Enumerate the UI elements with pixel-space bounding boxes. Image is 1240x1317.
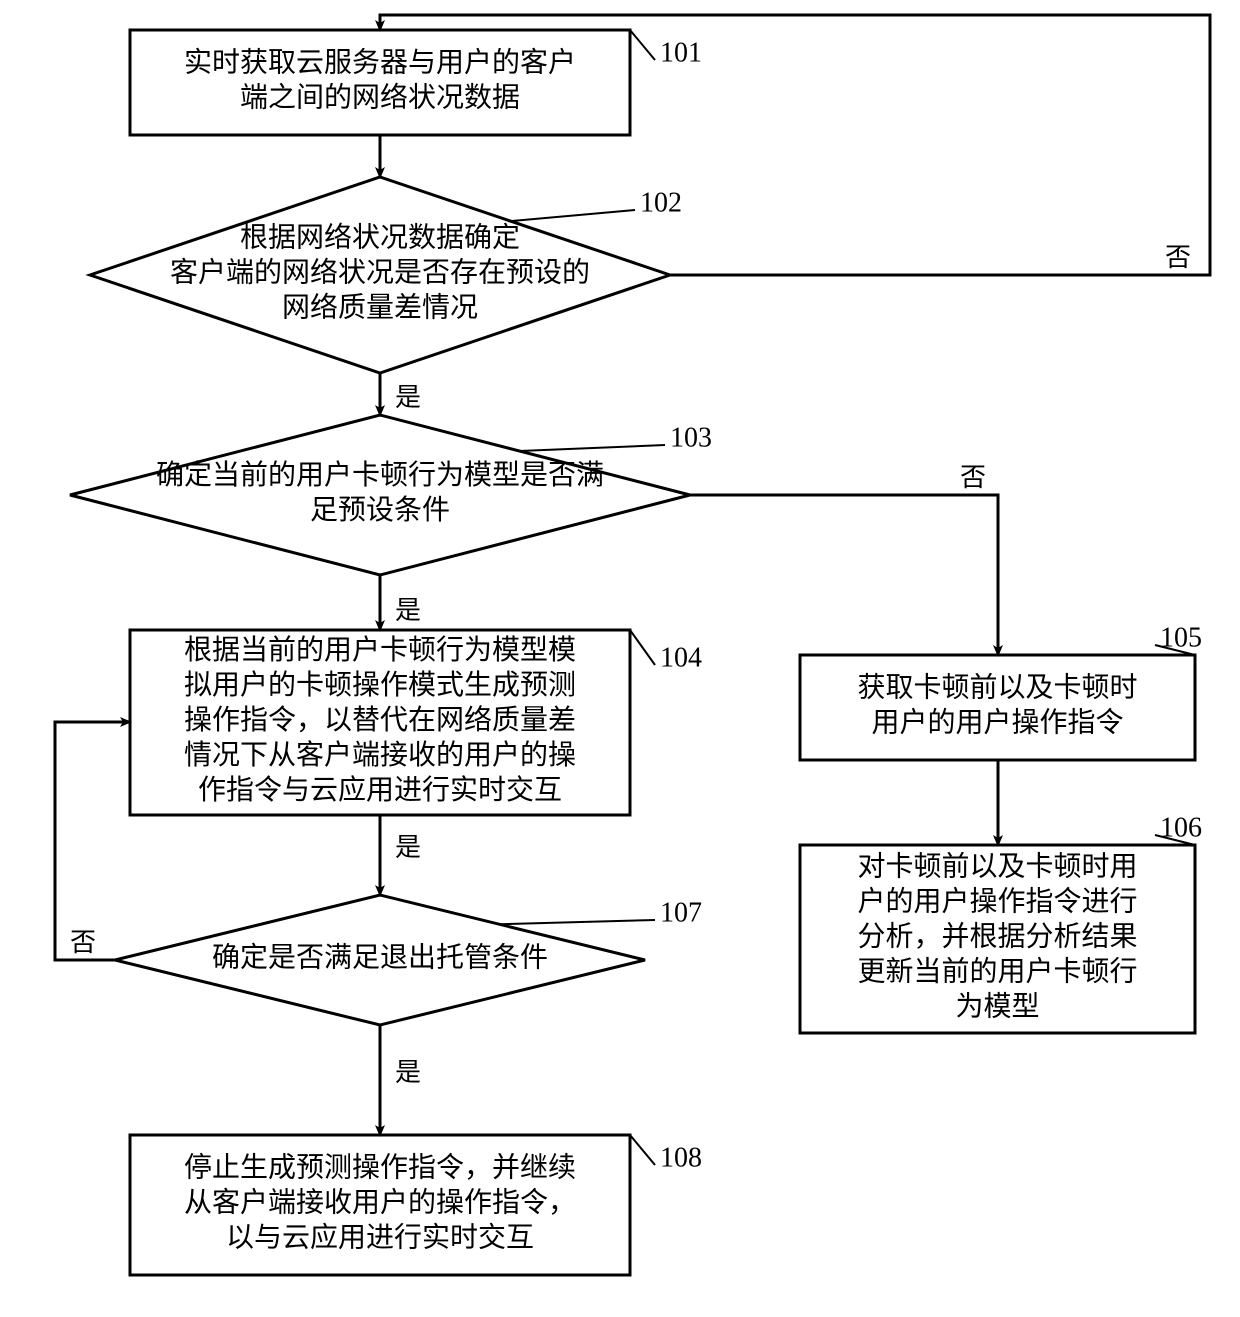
flow-edge — [55, 722, 130, 960]
node-text-line: 实时获取云服务器与用户的客户 — [184, 46, 576, 78]
node-text-line: 户的用户操作指令进行 — [857, 885, 1137, 917]
step-number: 108 — [660, 1142, 702, 1173]
node-text-line: 确定当前的用户卡顿行为模型是否满 — [156, 459, 604, 491]
leader-line — [630, 630, 655, 665]
edge-label: 否 — [1165, 243, 1191, 272]
node-text-line: 客户端的网络状况是否存在预设的 — [170, 256, 590, 288]
node-text-line: 根据当前的用户卡顿行为模型模 — [184, 634, 576, 666]
flow-node-n108: 停止生成预测操作指令，并继续从客户端接收用户的操作指令，以与云应用进行实时交互 1… — [130, 1135, 702, 1275]
node-text-line: 作指令与云应用进行实时交互 — [198, 774, 562, 806]
node-text-line: 足预设条件 — [310, 494, 450, 526]
node-text-line: 端之间的网络状况数据 — [240, 81, 520, 113]
edge-label: 是 — [395, 596, 421, 625]
node-text-line: 以与云应用进行实时交互 — [226, 1221, 534, 1253]
edge-label: 是 — [395, 833, 421, 862]
node-text-line: 更新当前的用户卡顿行 — [857, 955, 1137, 987]
flow-node-n107: 确定是否满足退出托管条件 107 — [115, 895, 702, 1025]
node-text-line: 为模型 — [955, 990, 1039, 1022]
leader-line — [630, 30, 655, 60]
node-text-line: 确定是否满足退出托管条件 — [212, 941, 548, 973]
flow-node-n102: 根据网络状况数据确定客户端的网络状况是否存在预设的网络质量差情况 102 — [90, 177, 682, 373]
edge-label: 是 — [395, 1058, 421, 1087]
node-text-line: 从客户端接收用户的操作指令， — [184, 1186, 576, 1218]
flow-node-n105: 获取卡顿前以及卡顿时用户的用户操作指令 105 — [800, 622, 1202, 760]
node-text-line: 根据网络状况数据确定 — [240, 221, 520, 253]
leader-line — [520, 445, 666, 451]
step-number: 104 — [660, 642, 702, 673]
node-text-line: 用户的用户操作指令 — [871, 706, 1123, 738]
edge-label: 是 — [395, 383, 421, 412]
node-text-line: 获取卡顿前以及卡顿时 — [857, 671, 1137, 703]
leader-line — [630, 1135, 655, 1165]
leader-line — [511, 210, 636, 221]
step-number: 101 — [660, 37, 702, 68]
node-text-line: 操作指令，以替代在网络质量差 — [184, 704, 576, 736]
step-number: 107 — [660, 897, 702, 928]
step-number: 103 — [670, 422, 712, 453]
edge-label: 否 — [960, 463, 986, 492]
step-number: 106 — [1160, 812, 1202, 843]
step-number: 102 — [640, 187, 682, 218]
flow-node-n101: 实时获取云服务器与用户的客户端之间的网络状况数据 101 — [130, 30, 702, 135]
node-text-line: 网络质量差情况 — [282, 291, 478, 323]
node-text-line: 拟用户的卡顿操作模式生成预测 — [184, 669, 576, 701]
flow-node-n106: 对卡顿前以及卡顿时用户的用户操作指令进行分析，并根据分析结果更新当前的用户卡顿行… — [800, 812, 1202, 1033]
node-text-line: 分析，并根据分析结果 — [857, 920, 1137, 952]
edge-label: 否 — [70, 928, 96, 957]
step-number: 105 — [1160, 622, 1202, 653]
node-text-line: 对卡顿前以及卡顿时用 — [857, 850, 1137, 882]
node-text-line: 停止生成预测操作指令，并继续 — [184, 1151, 576, 1183]
flow-node-n104: 根据当前的用户卡顿行为模型模拟用户的卡顿操作模式生成预测操作指令，以替代在网络质… — [130, 630, 702, 815]
flow-edge — [690, 495, 998, 655]
flow-node-n103: 确定当前的用户卡顿行为模型是否满足预设条件 103 — [70, 415, 712, 575]
leader-line — [499, 920, 655, 924]
node-text-line: 情况下从客户端接收的用户的操 — [184, 739, 576, 771]
